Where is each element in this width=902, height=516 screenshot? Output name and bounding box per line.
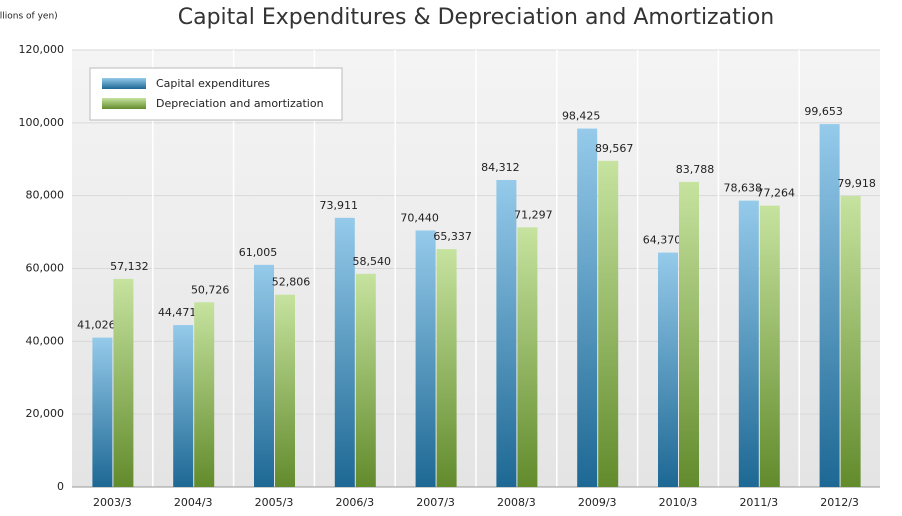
y-tick-label: 60,000: [26, 262, 65, 275]
data-label: 77,264: [757, 187, 796, 200]
bar: [598, 160, 619, 487]
x-tick-label: 2011/3: [739, 496, 778, 509]
bar: [173, 325, 194, 487]
x-tick-label: 2006/3: [335, 496, 374, 509]
bar: [113, 278, 134, 487]
y-tick-label: 20,000: [26, 407, 65, 420]
bar: [334, 217, 355, 488]
y-tick-label: 0: [57, 480, 64, 493]
data-label: 64,370: [643, 234, 682, 247]
bar: [517, 227, 538, 487]
bar: [759, 205, 780, 488]
data-label: 89,567: [595, 142, 634, 155]
y-tick-label: 100,000: [19, 116, 65, 129]
data-label: 73,911: [320, 199, 359, 212]
bar: [738, 200, 759, 487]
bar: [658, 252, 678, 487]
y-axis-label: (Millions of yen): [0, 12, 58, 22]
data-label: 83,788: [676, 163, 715, 176]
y-tick-label: 40,000: [26, 334, 65, 347]
bar: [496, 179, 517, 487]
data-label: 71,297: [514, 208, 553, 221]
x-tick-label: 2004/3: [174, 496, 213, 509]
data-label: 58,540: [353, 255, 392, 268]
legend-box: [89, 67, 343, 121]
x-tick-label: 2008/3: [497, 496, 536, 509]
data-label: 79,918: [837, 177, 876, 190]
bar: [415, 230, 436, 487]
bar: [819, 124, 840, 488]
data-label: 52,806: [272, 276, 311, 289]
data-label: 41,026: [77, 319, 116, 332]
data-label: 98,425: [562, 110, 601, 123]
legend-label: Depreciation and amortization: [156, 97, 324, 110]
y-tick-label: 80,000: [26, 189, 65, 202]
bar: [679, 181, 699, 487]
data-label: 78,638: [724, 182, 763, 195]
bar: [92, 337, 113, 487]
bar: [254, 264, 274, 487]
x-tick-label: 2010/3: [659, 496, 698, 509]
bar: [840, 195, 861, 488]
data-label: 50,726: [191, 283, 230, 296]
data-label: 61,005: [239, 246, 278, 259]
data-label: 70,440: [400, 211, 439, 224]
bar: [275, 294, 295, 487]
legend-label: Capital expenditures: [156, 77, 270, 90]
x-tick-label: 2007/3: [416, 496, 455, 509]
legend-swatch: [102, 98, 146, 109]
data-label: 65,337: [433, 230, 472, 243]
data-label: 44,471: [158, 306, 197, 319]
data-label: 99,653: [804, 105, 843, 118]
x-tick-label: 2005/3: [255, 496, 294, 509]
chart-title: Capital Expenditures & Depreciation and …: [178, 5, 774, 30]
data-label: 57,132: [110, 260, 149, 273]
x-tick-label: 2009/3: [578, 496, 617, 509]
x-tick-label: 2012/3: [820, 496, 859, 509]
bar: [355, 273, 376, 487]
data-label: 84,312: [481, 161, 520, 174]
bar: [577, 128, 598, 487]
y-tick-label: 120,000: [19, 43, 65, 56]
bar: [194, 302, 215, 487]
x-tick-label: 2003/3: [93, 496, 132, 509]
bar: [436, 249, 457, 487]
legend-swatch: [102, 78, 146, 89]
